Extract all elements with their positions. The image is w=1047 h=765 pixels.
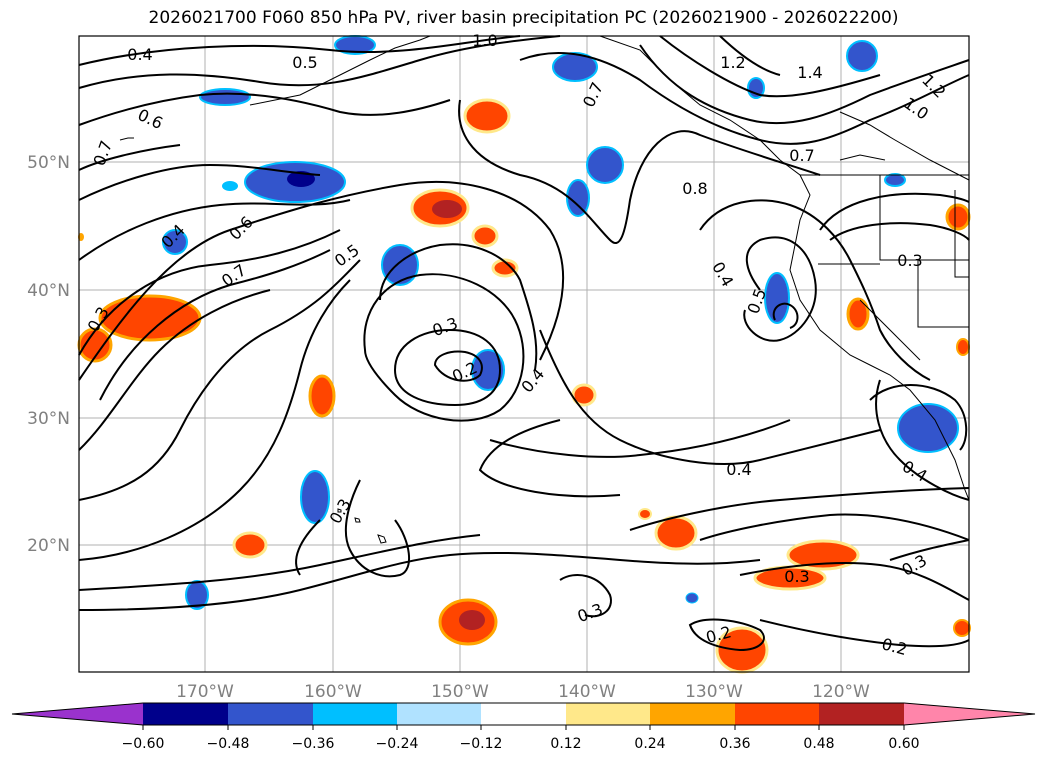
colorbar-segment: [650, 703, 735, 725]
contour-label: 0.4: [726, 460, 751, 479]
colorbar-tick-label: −0.48: [207, 736, 250, 752]
lat-label: 30°N: [27, 409, 70, 429]
contour-label: 0.7: [789, 146, 814, 165]
precip-shading: [77, 35, 971, 674]
lat-label: 40°N: [27, 281, 70, 301]
map-title: 2026021700 F060 850 hPa PV, river basin …: [148, 8, 899, 28]
lon-label: 140°W: [558, 682, 616, 702]
map-border: [78, 35, 970, 673]
colorbar-segment: [481, 703, 566, 725]
contour-label: 0.4: [127, 45, 152, 64]
contour-label: 0.3: [897, 251, 922, 270]
colorbar-segment: [397, 703, 481, 725]
longitude-labels: 170°W 160°W 150°W 140°W 130°W 120°W: [176, 682, 870, 702]
contour-label: 1.4: [797, 63, 822, 82]
colorbar-tick-label: 0.12: [550, 736, 581, 752]
lat-label: 50°N: [27, 153, 70, 173]
colorbar-tick-label: 0.48: [803, 736, 834, 752]
colorbar-tick-label: −0.24: [376, 736, 419, 752]
colorbar-tick-label: 0.36: [719, 736, 750, 752]
lon-label: 160°W: [304, 682, 362, 702]
contour-label: 1.2: [720, 53, 745, 72]
contour-label: 0.5: [292, 53, 317, 72]
latitude-labels: 50°N 40°N 30°N 20°N: [27, 153, 70, 556]
colorbar-tick-label: −0.60: [122, 736, 165, 752]
colorbar-tick-label: −0.36: [292, 736, 335, 752]
colorbar-segment: [819, 703, 904, 725]
colorbar-segment: [735, 703, 819, 725]
colorbar-tick-label: 0.24: [634, 736, 665, 752]
contour-label: 0.8: [682, 179, 707, 198]
coastlines: [119, 35, 970, 544]
graticule: [79, 36, 969, 672]
colorbar-segment: [228, 703, 313, 725]
lat-label: 20°N: [27, 536, 70, 556]
colorbar-extend-low: [12, 703, 143, 725]
colorbar-segment: [313, 703, 397, 725]
contour-label: 1.0: [472, 31, 497, 50]
pv-contours: [78, 35, 970, 652]
colorbar-extend-high: [904, 703, 1035, 725]
colorbar: −0.60 −0.48 −0.36 −0.24 −0.12 0.12 0.24 …: [11, 702, 1036, 752]
lon-label: 120°W: [812, 682, 870, 702]
lon-label: 130°W: [685, 682, 743, 702]
lon-label: 170°W: [176, 682, 234, 702]
colorbar-tick-label: 0.60: [888, 736, 919, 752]
colorbar-tick-label: −0.12: [460, 736, 503, 752]
colorbar-segment: [566, 703, 650, 725]
lon-label: 150°W: [431, 682, 489, 702]
contour-label: 0.3: [784, 567, 809, 586]
colorbar-segment: [143, 703, 228, 725]
